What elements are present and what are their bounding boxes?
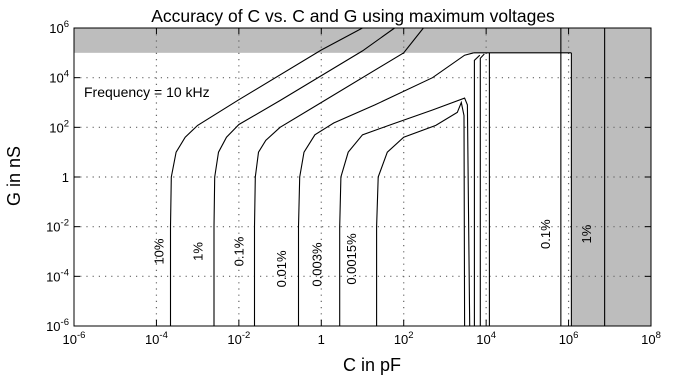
contour-label: 0.1% — [232, 236, 247, 266]
x-tick-exponent: 6 — [573, 330, 578, 341]
shaded-region — [571, 28, 651, 326]
contour-line — [253, 27, 424, 326]
shaded-region — [74, 28, 651, 53]
y-tick-exponent: 2 — [64, 118, 69, 129]
contour-label: 10% — [152, 238, 167, 264]
y-tick-exponent: 4 — [64, 69, 69, 80]
frequency-annotation: Frequency = 10 kHz — [84, 84, 210, 100]
x-tick-exponent: 2 — [408, 330, 413, 341]
chart-title: Accuracy of C vs. C and G using maximum … — [151, 6, 555, 26]
contour-line — [297, 52, 474, 326]
x-tick-exponent: -4 — [159, 330, 167, 341]
contour-label: 1% — [579, 224, 594, 243]
contour-line — [213, 27, 395, 326]
boundary-line — [479, 53, 485, 326]
y-axis-label: G in nS — [4, 146, 24, 206]
x-tick-exponent: -2 — [242, 330, 250, 341]
contour-line — [339, 97, 471, 327]
x-axis-label: C in pF — [343, 355, 401, 375]
contour-label: 0.01% — [274, 250, 289, 287]
x-tick-label: 1 — [318, 332, 325, 347]
y-tick-exponent: -4 — [61, 267, 69, 278]
contour-label: 0.0015% — [344, 233, 359, 285]
grid — [74, 28, 651, 326]
x-tick-exponent: -6 — [77, 330, 85, 341]
contour-lines — [169, 27, 606, 327]
x-tick-exponent: 8 — [656, 330, 661, 341]
contour-labels: 10% 1% 0.1% 0.01% 0.003% 0.0015% 0.1% 1% — [152, 219, 594, 287]
shaded-regions — [74, 28, 651, 326]
x-tick-exponent: 4 — [491, 330, 496, 341]
y-tick-exponent: -2 — [61, 218, 69, 229]
y-tick-exponent: 6 — [64, 19, 69, 30]
contour-label: 0.1% — [538, 219, 553, 249]
contour-line — [169, 27, 363, 326]
boundary-line — [473, 54, 481, 326]
contour-label: 0.003% — [309, 242, 324, 287]
y-tick-exponent: -6 — [61, 317, 69, 328]
contour-label: 1% — [190, 242, 205, 261]
y-tick-label: 1 — [62, 170, 69, 185]
contour-line — [376, 100, 466, 327]
